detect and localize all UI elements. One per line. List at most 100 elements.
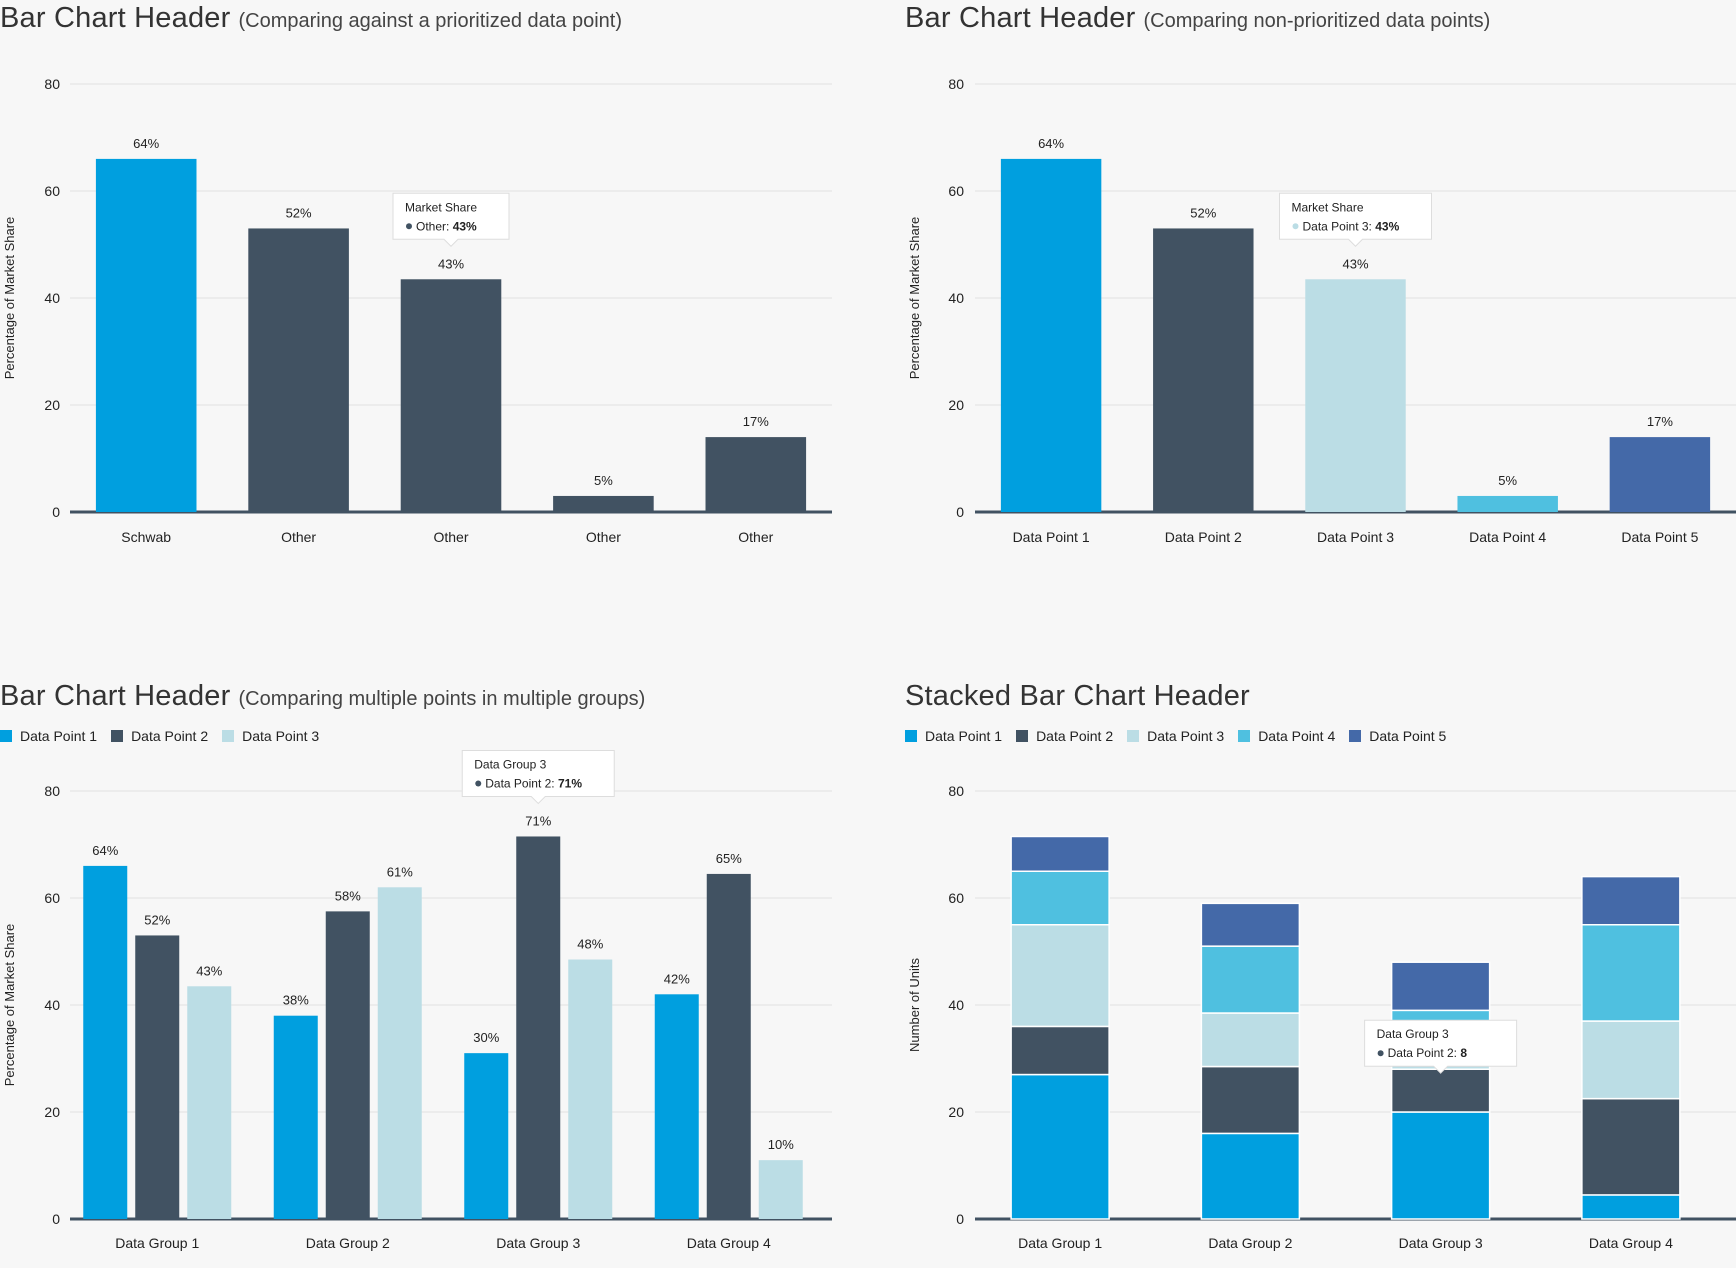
stacked-bar-segment[interactable]	[1581, 1097, 1681, 1196]
bar[interactable]	[273, 1015, 318, 1219]
stacked-bar-segment[interactable]	[1390, 961, 1491, 1012]
bar[interactable]	[553, 495, 654, 512]
y-tick-label: 0	[956, 504, 964, 520]
chart4-legend: Data Point 1 Data Point 2 Data Point 3 D…	[905, 728, 1460, 744]
bar[interactable]	[95, 158, 197, 512]
data-label: 17%	[743, 414, 769, 429]
bar[interactable]	[400, 279, 502, 512]
x-category-label: Data Group 2	[306, 1235, 390, 1251]
legend-swatch	[111, 730, 124, 742]
bar[interactable]	[1305, 279, 1406, 512]
tooltip-title: Market Share	[405, 200, 477, 214]
bar[interactable]	[135, 935, 180, 1219]
bar[interactable]	[705, 437, 807, 512]
x-category-label: Other	[738, 529, 773, 545]
y-tick-label: 60	[948, 183, 964, 199]
y-tick-label: 80	[44, 76, 60, 92]
x-category-label: Other	[281, 529, 316, 545]
bar[interactable]	[706, 873, 751, 1219]
tooltip-value: Data Point 2: 71%	[485, 776, 582, 790]
data-label: 61%	[387, 864, 413, 879]
bar[interactable]	[83, 865, 128, 1219]
data-label: 38%	[283, 993, 309, 1008]
stacked-bar-segment[interactable]	[1010, 1073, 1110, 1220]
data-label: 42%	[664, 971, 690, 986]
y-tick-label: 60	[44, 183, 60, 199]
y-tick-label: 40	[948, 997, 964, 1013]
tooltip	[392, 192, 510, 247]
stacked-bar-segment[interactable]	[1010, 924, 1110, 1028]
stacked-bar-segment[interactable]	[1200, 902, 1301, 947]
x-category-label: Data Point 4	[1469, 529, 1546, 545]
chart1-header: Bar Chart Header (Comparing against a pri…	[0, 2, 622, 35]
y-tick-label: 0	[52, 504, 60, 520]
x-category-label: Other	[433, 529, 468, 545]
bar[interactable]	[187, 986, 232, 1219]
x-category-label: Data Group 4	[1589, 1235, 1673, 1251]
legend-item-data-point-1[interactable]: Data Point 1	[0, 728, 97, 744]
bar[interactable]	[1609, 437, 1711, 512]
y-tick-label: 80	[948, 783, 964, 799]
y-tick-label: 40	[44, 997, 60, 1013]
x-category-label: Data Group 3	[1399, 1235, 1483, 1251]
bar[interactable]	[248, 228, 349, 512]
legend-label: Data Point 2	[1036, 728, 1114, 744]
tooltip-dot	[1377, 1050, 1384, 1057]
tooltip-value: Data Point 2: 8	[1388, 1046, 1468, 1060]
stacked-bar-segment[interactable]	[1581, 924, 1681, 1022]
stacked-bar-segment[interactable]	[1200, 1065, 1301, 1135]
bar[interactable]	[1153, 228, 1254, 512]
stacked-bar-segment[interactable]	[1390, 1068, 1491, 1113]
x-category-label: Data Point 1	[1013, 529, 1090, 545]
legend-item-data-point-5[interactable]: Data Point 5	[1349, 728, 1446, 744]
bar[interactable]	[1457, 495, 1558, 512]
stacked-bar-segment[interactable]	[1581, 1020, 1681, 1100]
bar[interactable]	[464, 1053, 509, 1219]
legend-item-data-point-2[interactable]: Data Point 2	[1016, 728, 1113, 744]
data-label: 64%	[92, 843, 118, 858]
x-category-label: Data Point 3	[1317, 529, 1394, 545]
x-category-label: Data Point 2	[1165, 529, 1242, 545]
data-label: 64%	[133, 136, 159, 151]
bar[interactable]	[1000, 158, 1102, 512]
legend-swatch	[222, 730, 235, 742]
chart2-title: Bar Chart Header	[905, 2, 1136, 34]
data-label: 58%	[335, 888, 361, 903]
y-tick-label: 60	[44, 890, 60, 906]
legend-item-data-point-4[interactable]: Data Point 4	[1238, 728, 1335, 744]
legend-item-data-point-3[interactable]: Data Point 3	[1127, 728, 1224, 744]
stacked-bar-segment[interactable]	[1200, 1132, 1301, 1220]
x-category-label: Other	[586, 529, 621, 545]
tooltip	[1364, 1019, 1518, 1074]
data-label: 52%	[286, 205, 312, 220]
stacked-bar-segment[interactable]	[1200, 1012, 1301, 1068]
stacked-bar-segment[interactable]	[1010, 870, 1110, 926]
tooltip-title: Market Share	[1292, 200, 1364, 214]
legend-swatch	[905, 730, 917, 742]
stacked-bar-segment[interactable]	[1010, 1025, 1110, 1076]
data-label: 71%	[525, 813, 551, 828]
stacked-bar-segment[interactable]	[1390, 1111, 1491, 1220]
bar[interactable]	[325, 911, 370, 1219]
stacked-bar-segment[interactable]	[1581, 875, 1681, 926]
legend-label: Data Point 3	[1147, 728, 1225, 744]
legend-label: Data Point 1	[925, 728, 1003, 744]
tooltip-title: Data Group 3	[474, 757, 546, 771]
tooltip-dot	[1292, 223, 1299, 230]
legend-item-data-point-2[interactable]: Data Point 2	[111, 728, 208, 744]
x-category-label: Data Group 1	[115, 1235, 199, 1251]
legend-label: Data Point 3	[242, 728, 320, 744]
bar[interactable]	[758, 1160, 803, 1219]
bar[interactable]	[516, 836, 561, 1219]
legend-item-data-point-3[interactable]: Data Point 3	[222, 728, 319, 744]
bar[interactable]	[568, 959, 613, 1219]
chart3-legend: Data Point 1 Data Point 2 Data Point 3	[0, 728, 333, 744]
legend-item-data-point-1[interactable]: Data Point 1	[905, 728, 1002, 744]
stacked-bar-segment[interactable]	[1010, 835, 1110, 872]
bar[interactable]	[377, 887, 422, 1219]
y-tick-label: 0	[52, 1211, 60, 1227]
stacked-bar-segment[interactable]	[1581, 1194, 1681, 1220]
x-category-label: Data Group 4	[687, 1235, 771, 1251]
stacked-bar-segment[interactable]	[1200, 945, 1301, 1014]
bar[interactable]	[654, 994, 699, 1219]
